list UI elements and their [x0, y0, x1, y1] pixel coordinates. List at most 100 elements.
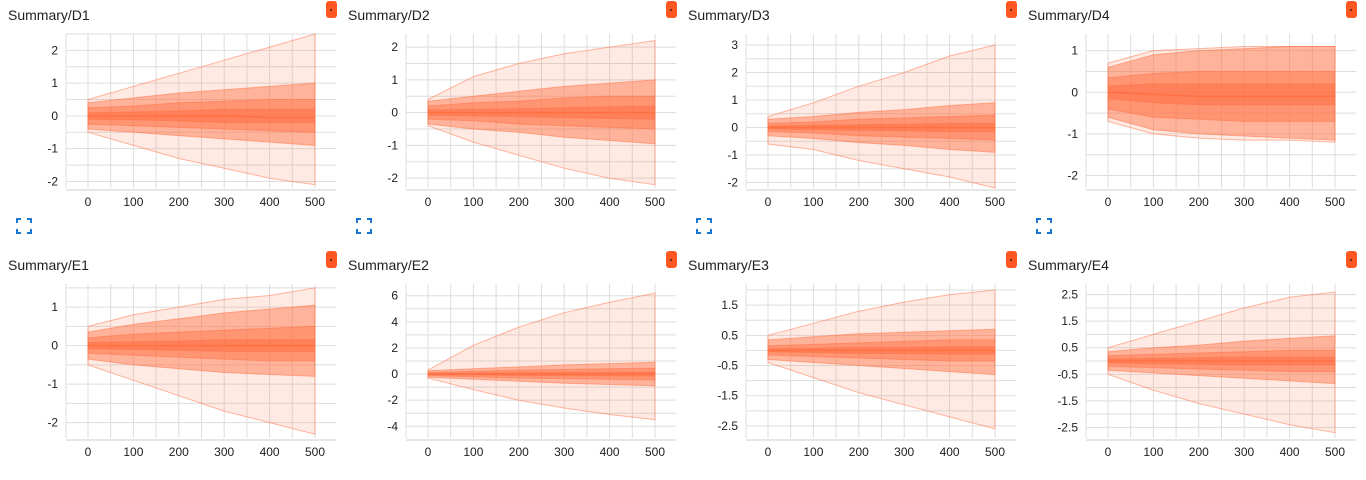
y-tick-label: -2: [387, 393, 398, 407]
y-tick-label: -1: [47, 377, 58, 391]
badge-dot-icon: [670, 9, 672, 11]
x-tick-label: 200: [1189, 195, 1209, 209]
fullscreen-expand-icon[interactable]: [696, 218, 712, 234]
y-tick-label: 1: [731, 93, 738, 107]
x-tick-label: 200: [849, 195, 869, 209]
fullscreen-expand-icon[interactable]: [1036, 218, 1052, 234]
x-tick-label: 300: [554, 445, 574, 459]
chart-panel: Summary/D4 1 0 -1 -2 0 100 200 300 400 500: [1020, 0, 1360, 234]
x-tick-label: 0: [85, 195, 92, 209]
run-color-badge-icon[interactable]: [1346, 251, 1357, 268]
run-color-badge-icon[interactable]: [1006, 251, 1017, 268]
y-tick-label: 1.5: [721, 298, 738, 312]
chart-svg: 3 2 1 0 -1 -2 0 100 200 300 400 500: [727, 34, 1016, 209]
chart-svg: 1.5 0.5 -0.5 -1.5 -2.5 0 100 200 300 400 500: [717, 284, 1016, 459]
x-tick-label: 500: [305, 195, 325, 209]
badge-dot-icon: [670, 259, 672, 261]
chart-panel: Summary/E3 1.5 0.5 -0.5 -1.5 -2.5 0 100 200 300 40…: [680, 250, 1020, 480]
x-tick-label: 400: [600, 445, 620, 459]
run-color-badge-icon[interactable]: [1006, 1, 1017, 18]
badge-dot-icon: [1010, 259, 1012, 261]
x-tick-label: 400: [1280, 445, 1300, 459]
y-tick-label: -2: [387, 171, 398, 185]
chart-title: Summary/E1: [8, 257, 89, 273]
fullscreen-expand-icon[interactable]: [356, 218, 372, 234]
run-color-badge-icon[interactable]: [326, 1, 337, 18]
y-tick-label: 4: [391, 315, 398, 329]
x-tick-label: 0: [425, 445, 432, 459]
chart-panel: Summary/E1 1 0 -1 -2 0 100 200 300 400 500: [0, 250, 340, 480]
x-tick-label: 100: [123, 195, 143, 209]
chart-title: Summary/E2: [348, 257, 429, 273]
median-line: [88, 115, 315, 119]
y-tick-label: 1.5: [1061, 314, 1078, 328]
median-line: [1107, 91, 1335, 98]
y-tick-label: 0: [391, 367, 398, 381]
y-tick-label: 2: [391, 341, 398, 355]
x-tick-label: 300: [214, 445, 234, 459]
y-tick-label: 1: [391, 73, 398, 87]
y-tick-label: -1.5: [717, 389, 738, 403]
x-tick-label: 500: [305, 445, 325, 459]
chart-svg: 2.5 1.5 0.5 -0.5 -1.5 -2.5 0 100 200 300 400 500: [1057, 284, 1356, 459]
x-tick-label: 0: [85, 445, 92, 459]
y-tick-label: 0: [51, 339, 58, 353]
run-color-badge-icon[interactable]: [666, 251, 677, 268]
y-tick-label: 0.5: [1061, 341, 1078, 355]
x-tick-label: 300: [554, 195, 574, 209]
x-tick-label: 100: [1143, 195, 1163, 209]
x-tick-label: 500: [985, 195, 1005, 209]
y-tick-label: -2: [727, 176, 738, 190]
x-tick-label: 0: [765, 445, 772, 459]
y-tick-label: -2.5: [717, 419, 738, 433]
y-tick-label: -4: [387, 419, 398, 433]
y-tick-label: -1: [727, 148, 738, 162]
x-tick-label: 500: [645, 195, 665, 209]
x-tick-label: 400: [940, 445, 960, 459]
x-tick-label: 500: [645, 445, 665, 459]
run-color-badge-icon[interactable]: [666, 1, 677, 18]
chart-svg: 2 1 0 -1 -2 0 100 200 300 400 500: [47, 33, 336, 209]
y-tick-label: -1: [387, 138, 398, 152]
x-tick-label: 200: [509, 445, 529, 459]
x-tick-label: 300: [214, 195, 234, 209]
chart-title: Summary/E4: [1028, 257, 1109, 273]
x-tick-label: 500: [1325, 445, 1345, 459]
x-tick-label: 300: [1234, 195, 1254, 209]
x-tick-label: 500: [985, 445, 1005, 459]
fullscreen-expand-icon[interactable]: [16, 218, 32, 234]
chart-title: Summary/D2: [348, 7, 430, 23]
y-tick-label: 3: [731, 38, 738, 52]
y-tick-label: -2: [47, 174, 58, 188]
chart-svg: 2 1 0 -1 -2 0 100 200 300 400 500: [387, 34, 676, 209]
chart-svg: 6 4 2 0 -2 -4 0 100 200 300 400 500: [387, 284, 676, 459]
x-tick-label: 100: [1143, 445, 1163, 459]
x-tick-label: 200: [509, 195, 529, 209]
y-tick-label: -1: [1067, 127, 1078, 141]
x-tick-label: 400: [600, 195, 620, 209]
badge-dot-icon: [330, 259, 332, 261]
y-tick-label: 0.5: [721, 328, 738, 342]
x-tick-label: 300: [894, 445, 914, 459]
x-tick-label: 0: [425, 195, 432, 209]
badge-dot-icon: [1350, 9, 1352, 11]
chart-panel: Summary/D3 3 2 1 0 -1 -2 0 100 200 300 400 500: [680, 0, 1020, 234]
y-tick-label: 2: [51, 43, 58, 57]
x-tick-label: 100: [463, 195, 483, 209]
chart-panel: Summary/D1 2 1 0 -1 -2 0 100 200 300 400 500: [0, 0, 340, 234]
x-tick-label: 200: [1189, 445, 1209, 459]
x-tick-label: 100: [803, 445, 823, 459]
y-tick-label: -2.5: [1057, 420, 1078, 434]
x-tick-label: 0: [765, 195, 772, 209]
x-tick-label: 200: [849, 445, 869, 459]
y-tick-label: 1: [51, 300, 58, 314]
run-color-badge-icon[interactable]: [326, 251, 337, 268]
run-color-badge-icon[interactable]: [1346, 1, 1357, 18]
x-tick-label: 0: [1105, 445, 1112, 459]
y-tick-label: 1: [51, 76, 58, 90]
y-tick-label: -1: [47, 142, 58, 156]
distribution-band: [87, 287, 316, 435]
badge-dot-icon: [330, 9, 332, 11]
chart-panel: Summary/D2 2 1 0 -1 -2 0 100 200 300 400 500: [340, 0, 680, 234]
x-tick-label: 200: [169, 195, 189, 209]
